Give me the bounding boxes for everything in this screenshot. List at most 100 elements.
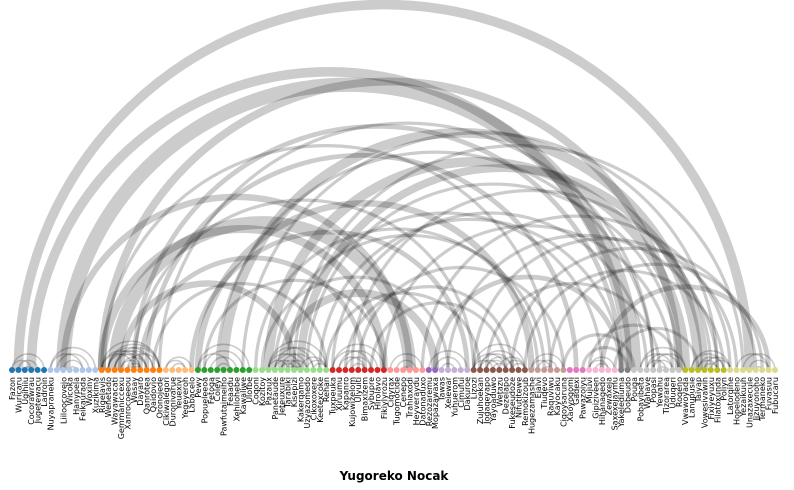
node-dot[interactable] — [169, 367, 176, 373]
node-dot[interactable] — [316, 367, 323, 373]
node-dot[interactable] — [669, 367, 676, 373]
node-dot[interactable] — [220, 367, 227, 373]
node-dot[interactable] — [303, 367, 310, 373]
node-dot[interactable] — [412, 367, 419, 373]
node-dot[interactable] — [566, 367, 573, 373]
node-dot[interactable] — [28, 367, 35, 373]
node-dot[interactable] — [336, 367, 342, 373]
node-dot[interactable] — [598, 367, 605, 373]
node-dot[interactable] — [682, 367, 689, 373]
node-dot[interactable] — [400, 367, 407, 373]
node-dot[interactable] — [259, 367, 266, 373]
node-dot[interactable] — [586, 367, 593, 373]
node-dot[interactable] — [573, 367, 580, 373]
node-dot[interactable] — [419, 367, 426, 373]
node-dot[interactable] — [310, 367, 317, 373]
node-dot[interactable] — [772, 367, 778, 373]
node-dot[interactable] — [592, 367, 599, 373]
node-dot[interactable] — [162, 367, 169, 373]
node-dot[interactable] — [124, 367, 131, 373]
node-dot[interactable] — [483, 367, 490, 373]
node-dot[interactable] — [246, 367, 253, 373]
node-dot[interactable] — [489, 367, 496, 373]
node-dot[interactable] — [60, 367, 67, 373]
node-dot[interactable] — [579, 367, 586, 373]
node-dot[interactable] — [393, 367, 400, 373]
node-dot[interactable] — [457, 367, 464, 373]
node-dot[interactable] — [528, 367, 535, 373]
node-dot[interactable] — [15, 367, 22, 373]
node-dot[interactable] — [707, 367, 714, 373]
node-dot[interactable] — [9, 367, 15, 373]
node-dot[interactable] — [534, 367, 541, 373]
node-dot[interactable] — [643, 367, 650, 373]
node-dot[interactable] — [143, 367, 150, 373]
node-dot[interactable] — [105, 367, 112, 373]
node-dot[interactable] — [611, 367, 618, 373]
node-dot[interactable] — [541, 367, 548, 373]
node-dot[interactable] — [355, 367, 362, 373]
node-dot[interactable] — [464, 367, 471, 373]
node-dot[interactable] — [759, 367, 766, 373]
node-dot[interactable] — [329, 367, 336, 373]
node-dot[interactable] — [156, 367, 163, 373]
node-dot[interactable] — [547, 367, 554, 373]
node-dot[interactable] — [291, 367, 298, 373]
node-dot[interactable] — [701, 367, 708, 373]
node-dot[interactable] — [368, 367, 375, 373]
node-dot[interactable] — [432, 367, 439, 373]
node-dot[interactable] — [265, 367, 272, 373]
node-dot[interactable] — [496, 367, 503, 373]
node-dot[interactable] — [233, 367, 240, 373]
node-dot[interactable] — [227, 367, 233, 373]
node-dot[interactable] — [297, 367, 304, 373]
node-dot[interactable] — [66, 367, 73, 373]
node-dot[interactable] — [150, 367, 157, 373]
node-dot[interactable] — [720, 367, 727, 373]
node-dot[interactable] — [284, 367, 291, 373]
node-dot[interactable] — [34, 367, 41, 373]
node-dot[interactable] — [118, 367, 124, 373]
node-dot[interactable] — [201, 367, 208, 373]
node-dot[interactable] — [182, 367, 189, 373]
node-dot[interactable] — [271, 367, 278, 373]
node-dot[interactable] — [675, 367, 682, 373]
node-dot[interactable] — [85, 367, 92, 373]
node-dot[interactable] — [477, 367, 484, 373]
node-dot[interactable] — [41, 367, 48, 373]
node-dot[interactable] — [387, 367, 394, 373]
node-dot[interactable] — [79, 367, 86, 373]
node-dot[interactable] — [618, 367, 625, 373]
node-dot[interactable] — [194, 367, 201, 373]
node-dot[interactable] — [688, 367, 695, 373]
node-dot[interactable] — [73, 367, 80, 373]
node-dot[interactable] — [656, 367, 663, 373]
node-dot[interactable] — [92, 367, 99, 373]
node-dot[interactable] — [624, 367, 631, 373]
node-dot[interactable] — [521, 367, 528, 373]
node-dot[interactable] — [663, 367, 669, 373]
node-dot[interactable] — [348, 367, 355, 373]
node-dot[interactable] — [323, 367, 330, 373]
node-dot[interactable] — [560, 367, 567, 373]
node-dot[interactable] — [175, 367, 182, 373]
node-dot[interactable] — [752, 367, 759, 373]
node-dot[interactable] — [361, 367, 368, 373]
node-dot[interactable] — [451, 367, 458, 373]
node-dot[interactable] — [733, 367, 740, 373]
node-dot[interactable] — [746, 367, 753, 373]
node-dot[interactable] — [406, 367, 413, 373]
node-dot[interactable] — [342, 367, 349, 373]
node-dot[interactable] — [637, 367, 644, 373]
node-dot[interactable] — [605, 367, 612, 373]
node-dot[interactable] — [425, 367, 432, 373]
node-dot[interactable] — [650, 367, 657, 373]
node-dot[interactable] — [509, 367, 516, 373]
node-dot[interactable] — [47, 367, 54, 373]
node-dot[interactable] — [214, 367, 221, 373]
node-dot[interactable] — [188, 367, 195, 373]
node-dot[interactable] — [554, 367, 560, 373]
node-dot[interactable] — [111, 367, 118, 373]
node-dot[interactable] — [252, 367, 259, 373]
node-dot[interactable] — [695, 367, 702, 373]
